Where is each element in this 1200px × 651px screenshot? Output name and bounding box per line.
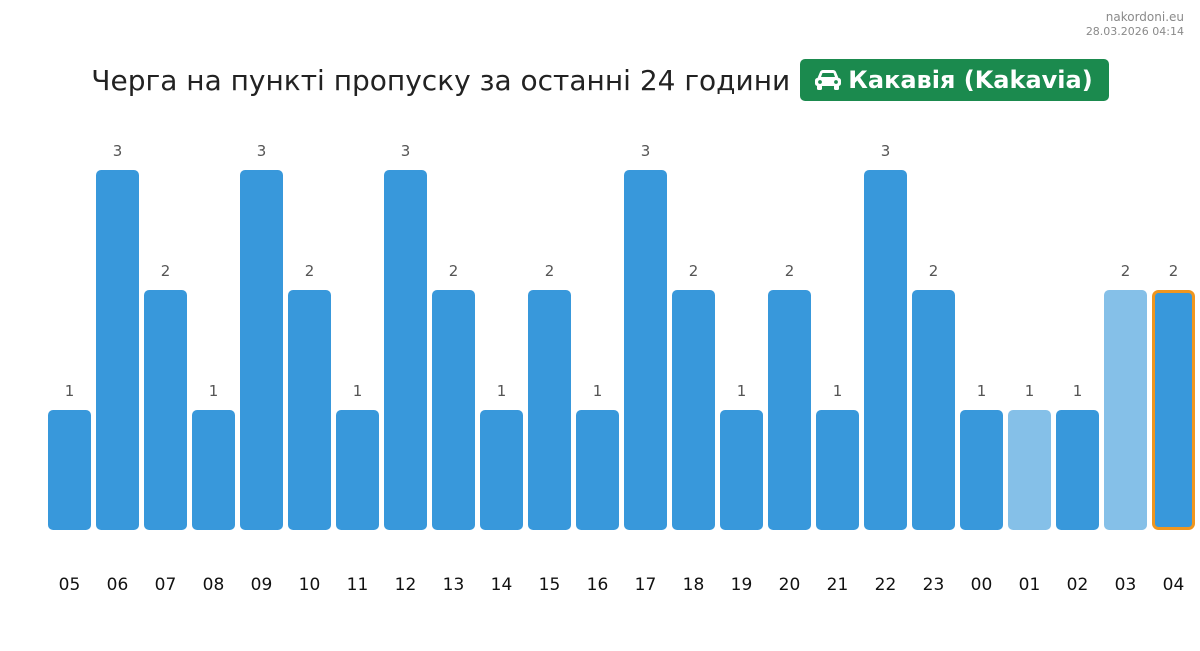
x-tick-label-15: 15 [539, 575, 561, 595]
bar-22 [864, 170, 907, 530]
value-label-16: 1 [593, 382, 603, 400]
x-tick-label-12: 12 [395, 575, 417, 595]
value-label-05: 1 [65, 382, 75, 400]
value-label-10: 2 [305, 262, 315, 280]
bar-06 [96, 170, 139, 530]
x-tick-label-04: 04 [1163, 575, 1185, 595]
value-label-08: 1 [209, 382, 219, 400]
x-tick-label-13: 13 [443, 575, 465, 595]
x-tick-label-01: 01 [1019, 575, 1041, 595]
bar-05 [48, 410, 91, 530]
value-label-13: 2 [449, 262, 459, 280]
value-label-20: 2 [785, 262, 795, 280]
watermark: nakordoni.eu 28.03.2026 04:14 [1086, 9, 1184, 39]
value-label-03: 2 [1121, 262, 1131, 280]
x-tick-label-21: 21 [827, 575, 849, 595]
value-label-14: 1 [497, 382, 507, 400]
bar-11 [336, 410, 379, 530]
value-label-07: 2 [161, 262, 171, 280]
x-tick-label-18: 18 [683, 575, 705, 595]
x-tick-label-02: 02 [1067, 575, 1089, 595]
bar-13 [432, 290, 475, 530]
value-label-18: 2 [689, 262, 699, 280]
value-label-15: 2 [545, 262, 555, 280]
bar-14 [480, 410, 523, 530]
x-tick-label-08: 08 [203, 575, 225, 595]
x-tick-label-10: 10 [299, 575, 321, 595]
x-tick-label-20: 20 [779, 575, 801, 595]
bar-03 [1104, 290, 1147, 530]
x-tick-label-00: 00 [971, 575, 993, 595]
value-label-09: 3 [257, 142, 267, 160]
x-tick-label-22: 22 [875, 575, 897, 595]
bar-02 [1056, 410, 1099, 530]
x-tick-label-05: 05 [59, 575, 81, 595]
bar-08 [192, 410, 235, 530]
value-label-00: 1 [977, 382, 987, 400]
value-label-17: 3 [641, 142, 651, 160]
chart-header: Черга на пункті пропуску за останні 24 г… [0, 58, 1200, 102]
bar-04 [1152, 290, 1195, 530]
value-label-01: 1 [1025, 382, 1035, 400]
bar-00 [960, 410, 1003, 530]
value-label-12: 3 [401, 142, 411, 160]
chart-title: Черга на пункті пропуску за останні 24 г… [91, 63, 791, 97]
bar-23 [912, 290, 955, 530]
value-label-02: 1 [1073, 382, 1083, 400]
x-tick-label-14: 14 [491, 575, 513, 595]
bar-20 [768, 290, 811, 530]
value-label-22: 3 [881, 142, 891, 160]
car-icon [814, 68, 842, 92]
bar-01 [1008, 410, 1051, 530]
bar-17 [624, 170, 667, 530]
site-name: nakordoni.eu [1105, 10, 1184, 24]
value-label-11: 1 [353, 382, 363, 400]
bar-19 [720, 410, 763, 530]
value-label-19: 1 [737, 382, 747, 400]
x-tick-label-16: 16 [587, 575, 609, 595]
value-label-06: 3 [113, 142, 123, 160]
value-label-21: 1 [833, 382, 843, 400]
x-tick-label-17: 17 [635, 575, 657, 595]
bar-21 [816, 410, 859, 530]
x-tick-label-19: 19 [731, 575, 753, 595]
checkpoint-badge: Какавія (Kakavia) [800, 59, 1109, 101]
value-label-23: 2 [929, 262, 939, 280]
bar-09 [240, 170, 283, 530]
x-tick-label-11: 11 [347, 575, 369, 595]
x-tick-label-23: 23 [923, 575, 945, 595]
timestamp: 28.03.2026 04:14 [1085, 25, 1184, 38]
bar-10 [288, 290, 331, 530]
value-label-04: 2 [1169, 262, 1179, 280]
bar-16 [576, 410, 619, 530]
bar-15 [528, 290, 571, 530]
x-tick-label-09: 09 [251, 575, 273, 595]
x-tick-label-03: 03 [1115, 575, 1137, 595]
bar-12 [384, 170, 427, 530]
x-tick-label-06: 06 [107, 575, 129, 595]
bar-18 [672, 290, 715, 530]
bar-07 [144, 290, 187, 530]
x-tick-label-07: 07 [155, 575, 177, 595]
checkpoint-name: Какавія (Kakavia) [848, 66, 1093, 94]
